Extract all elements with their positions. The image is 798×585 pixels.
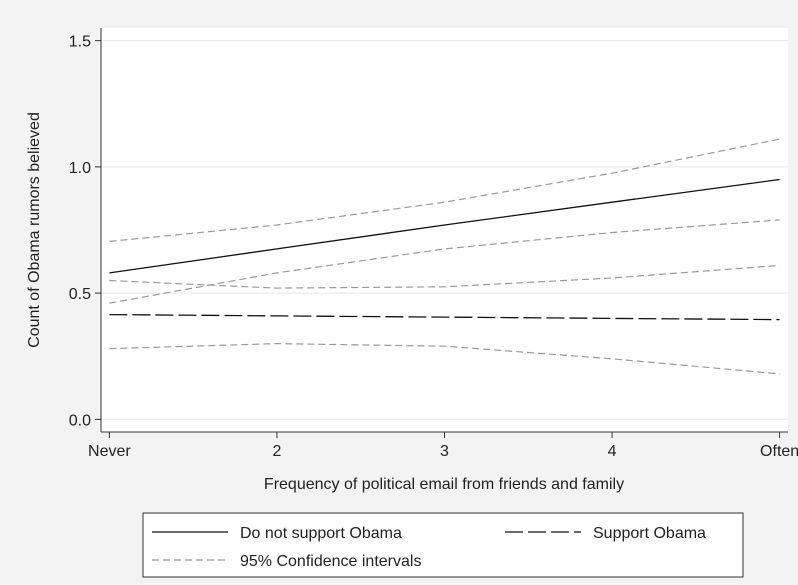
series-line-6 xyxy=(109,342,780,375)
legend-box xyxy=(142,512,744,578)
series-line-3 xyxy=(109,138,780,242)
x-axis-ticks: Never 2 3 4 Often xyxy=(88,432,798,460)
series-line-1 xyxy=(109,178,780,274)
legend: Do not support Obama Support Obama 95% C… xyxy=(142,512,744,578)
y-tick-label: 0.0 xyxy=(69,412,91,429)
legend-label-support-obama: Support Obama xyxy=(593,525,706,542)
y-axis-ticks: 0.0 0.5 1.0 1.5 xyxy=(69,34,101,429)
x-tick-label: Never xyxy=(88,443,131,460)
x-tick-label: 4 xyxy=(608,443,617,460)
legend-label-do-not-support-obama: Do not support Obama xyxy=(240,525,402,542)
y-tick-label: 1.5 xyxy=(69,34,91,51)
series-line-4 xyxy=(109,219,780,304)
series-line-5 xyxy=(109,264,780,289)
x-tick-label: 3 xyxy=(440,443,449,460)
gridlines xyxy=(101,40,788,420)
x-tick-label: 2 xyxy=(272,443,281,460)
y-tick-label: 1.0 xyxy=(69,160,91,177)
series-line-2 xyxy=(109,313,780,321)
y-tick-label: 0.5 xyxy=(69,286,91,303)
plot-area xyxy=(101,28,788,432)
x-tick-label: Often xyxy=(760,443,798,460)
x-axis-title: Frequency of political email from friend… xyxy=(264,476,624,493)
series-lines xyxy=(109,138,780,375)
y-axis-title: Count of Obama rumors believed xyxy=(26,112,43,348)
legend-label-confidence-intervals: 95% Confidence intervals xyxy=(240,553,421,570)
